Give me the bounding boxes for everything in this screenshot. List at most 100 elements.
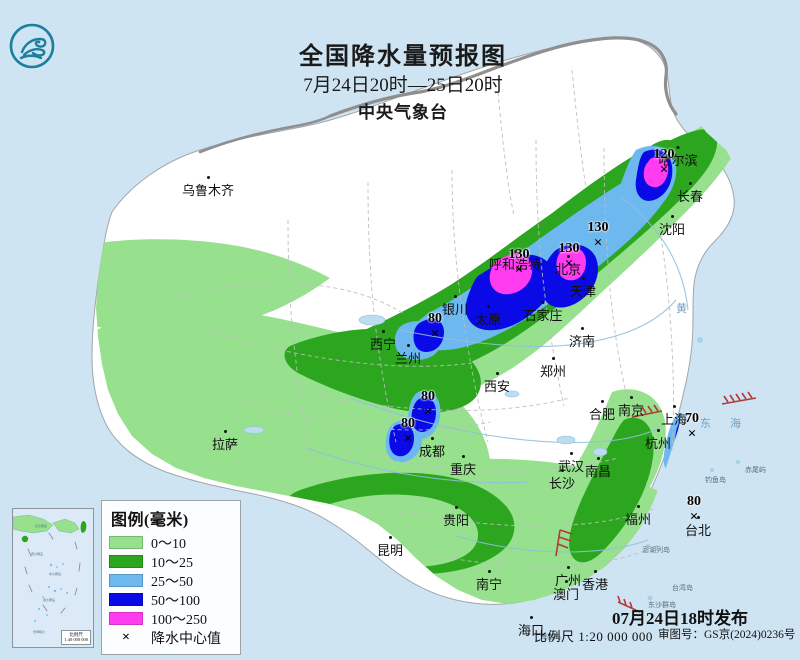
- city-label: 天津: [570, 277, 596, 300]
- city-label: 银川: [442, 295, 468, 318]
- precip-center-x-icon: ×: [514, 262, 524, 278]
- precip-center-x-icon: ×: [687, 426, 697, 442]
- city-dot-icon: [564, 580, 568, 583]
- city-dot-icon: [580, 327, 584, 330]
- city-name: 合肥: [588, 407, 616, 422]
- legend-swatch-3: [109, 593, 143, 606]
- city-label: 长沙: [549, 469, 575, 492]
- city-dot-icon: [454, 506, 458, 509]
- city-label: 杭州: [645, 429, 671, 452]
- legend-swatch-0: [109, 536, 143, 549]
- city-dot-icon: [406, 344, 410, 347]
- city-label: 乌鲁木齐: [182, 176, 234, 199]
- city-label: 广州: [555, 566, 581, 589]
- city-name: 济南: [568, 334, 596, 349]
- precip-center-marker: 130 ×: [588, 221, 609, 251]
- city-label: 成都: [419, 437, 445, 460]
- sea-label: 东 海: [700, 418, 745, 430]
- city-name: 长沙: [548, 476, 576, 491]
- city-dot-icon: [486, 305, 490, 308]
- city-name: 天津: [569, 284, 597, 299]
- city-label: 香港: [582, 570, 608, 593]
- legend: 图例(毫米) 0～10 10～25 25～50 50～100 100～250 × 降水中…: [101, 500, 241, 655]
- city-label: 长春: [677, 182, 703, 205]
- forecast-period: 7月24日20时—25日20时: [303, 75, 503, 96]
- city-dot-icon: [656, 429, 660, 432]
- legend-swatch-1: [109, 555, 143, 568]
- legend-row-0: 0～10: [109, 534, 233, 552]
- precip-center-value: 130: [558, 241, 580, 256]
- city-name: 南昌: [584, 464, 612, 479]
- city-dot-icon: [688, 182, 692, 185]
- legend-label-2: 25～50: [151, 574, 193, 590]
- city-dot-icon: [551, 357, 555, 360]
- city-name: 广州: [554, 573, 582, 588]
- precip-center-marker: 80 ×: [401, 417, 415, 447]
- precip-center-x-icon: ×: [430, 326, 440, 342]
- precip-center-marker: 80 ×: [428, 312, 442, 342]
- precip-center-marker: 130 ×: [509, 248, 530, 278]
- precip-band-100-250: [489, 156, 669, 295]
- city-dot-icon: [596, 457, 600, 460]
- city-name: 呼和浩特: [488, 257, 542, 272]
- city-label: 海口: [518, 616, 544, 639]
- precip-center-x-icon: ×: [593, 235, 603, 251]
- map-scale-label: 比例尺 1:20 000 000: [534, 629, 653, 644]
- city-label: 西宁: [370, 330, 396, 353]
- island-label: 台湾岛: [672, 584, 693, 592]
- island-label: 钓鱼岛: [705, 476, 726, 484]
- city-name: 台北: [684, 523, 712, 538]
- precip-center-value: 130: [587, 220, 609, 235]
- city-name: 太原: [474, 312, 502, 327]
- precip-center-marker: 130 ×: [559, 242, 580, 272]
- city-name: 福州: [624, 512, 652, 527]
- legend-row-3: 50～100: [109, 591, 233, 609]
- city-name: 成都: [418, 444, 446, 459]
- city-name: 贵阳: [442, 513, 470, 528]
- legend-swatch-4: [109, 612, 143, 625]
- legend-title: 图例(毫米): [111, 512, 189, 529]
- city-name: 拉萨: [211, 437, 239, 452]
- legend-row-center-value: × 降水中心值: [109, 629, 233, 647]
- city-name: 南宁: [475, 577, 503, 592]
- legend-label-center-value: 降水中心值: [151, 631, 221, 647]
- legend-swatch-2: [109, 574, 143, 587]
- inset-scale-label: 比例尺 1:40 000 000: [61, 629, 91, 645]
- city-name: 兰州: [394, 351, 422, 366]
- precip-center-x-icon: ×: [403, 431, 413, 447]
- city-dot-icon: [453, 295, 457, 298]
- city-name: 沈阳: [658, 222, 686, 237]
- city-name: 武汉: [557, 459, 585, 474]
- city-label: 济南: [569, 327, 595, 350]
- precip-center-x-icon: ×: [122, 630, 130, 645]
- city-dot-icon: [223, 430, 227, 433]
- city-name: 杭州: [644, 436, 672, 451]
- city-label: 呼和浩特: [489, 250, 541, 273]
- approval-number-label: 审图号：GS京(2024)0236号: [658, 629, 796, 641]
- precip-center-marker: 120 ×: [654, 148, 675, 178]
- city-dot-icon: [672, 405, 676, 408]
- precip-center-x-icon: ×: [564, 256, 574, 272]
- city-label: 石家庄: [523, 301, 563, 324]
- island-label: 海南岛: [540, 633, 561, 641]
- precip-center-value: 80: [428, 311, 442, 326]
- city-name: 郑州: [539, 364, 567, 379]
- city-dot-icon: [581, 277, 585, 280]
- precip-center-value: 70: [685, 411, 699, 426]
- city-dot-icon: [430, 437, 434, 440]
- city-name: 上海: [660, 412, 688, 427]
- city-label: 重庆: [450, 455, 476, 478]
- legend-label-4: 100～250: [151, 612, 207, 628]
- precip-center-marker: 80 ×: [421, 390, 435, 420]
- city-name: 香港: [581, 577, 609, 592]
- city-label: 南京: [618, 396, 644, 419]
- city-name: 重庆: [449, 462, 477, 477]
- city-dot-icon: [569, 452, 573, 455]
- map-title-block: 全国降水量预报图 7月24日20时—25日20时 中央气象台: [258, 42, 548, 125]
- city-name: 西安: [483, 379, 511, 394]
- city-dot-icon: [529, 616, 533, 619]
- svg-text:西沙群岛: 西沙群岛: [31, 551, 43, 556]
- city-label: 拉萨: [212, 430, 238, 453]
- city-dot-icon: [566, 255, 570, 258]
